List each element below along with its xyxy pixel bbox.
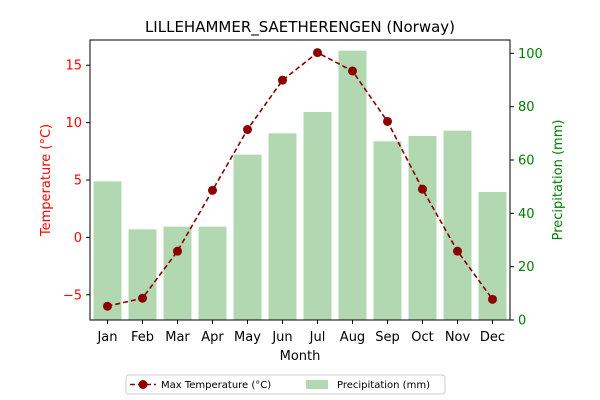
temperature-point-dec xyxy=(488,294,497,304)
x-tick-label: Apr xyxy=(201,330,224,345)
x-tick-label: Jun xyxy=(271,330,292,345)
x-tick-label: Oct xyxy=(411,330,433,345)
temperature-line xyxy=(107,51,494,307)
right-axis-label: Precipitation (mm) xyxy=(551,120,566,241)
precipitation-bar-apr xyxy=(198,226,227,320)
precipitation-bar-may xyxy=(233,154,262,320)
x-tick-label: Feb xyxy=(131,330,154,345)
precipitation-bar-jan xyxy=(93,181,122,320)
legend-label-precipitation: Precipitation (mm) xyxy=(337,380,430,391)
right-axis-ticks: 0 20 40 60 80 100 xyxy=(510,47,543,329)
precipitation-bar-jun xyxy=(268,133,297,320)
temperature-point-may xyxy=(243,125,252,135)
right-tick-label: 80 xyxy=(518,100,535,115)
right-tick-label: 60 xyxy=(518,154,535,169)
precipitation-bar-nov xyxy=(443,130,472,320)
temperature-point-aug xyxy=(348,66,357,76)
right-tick-label: 0 xyxy=(518,314,526,329)
right-tick-label: 40 xyxy=(518,207,535,222)
temperature-point-mar xyxy=(173,246,182,256)
legend: Max Temperature (°C) Precipitation (mm) xyxy=(125,374,446,395)
x-tick-label: May xyxy=(234,330,261,345)
left-axis-label: Temperature (°C) xyxy=(39,124,54,237)
legend-line-marker xyxy=(138,380,148,389)
left-axis-ticks: −5 0 5 10 15 xyxy=(63,59,90,303)
x-tick-label: Jan xyxy=(96,330,117,345)
precipitation-bar-jul xyxy=(303,112,332,320)
legend-frame xyxy=(125,374,446,395)
temperature-line-layer xyxy=(103,48,497,311)
temperature-point-jun xyxy=(278,75,287,85)
left-tick-label: 5 xyxy=(74,174,82,189)
left-tick-label: 15 xyxy=(65,59,82,74)
x-tick-label: Mar xyxy=(165,330,190,345)
precipitation-bar-mar xyxy=(163,226,192,320)
left-tick-label: 10 xyxy=(65,116,82,131)
x-axis-label: Month xyxy=(280,349,321,364)
left-tick-label: −5 xyxy=(63,288,82,303)
precipitation-bar-sep xyxy=(373,141,402,320)
chart-title: LILLEHAMMER_SAETHERENGEN (Norway) xyxy=(145,18,455,37)
right-tick-label: 100 xyxy=(518,47,543,62)
legend-label-temperature: Max Temperature (°C) xyxy=(161,380,271,391)
x-axis-ticks: Jan Feb Mar Apr May Jun Jul Aug Sep Oct Nov Dec xyxy=(96,320,505,345)
precipitation-bars xyxy=(93,50,507,321)
right-tick-label: 20 xyxy=(518,260,535,275)
temperature-point-feb xyxy=(138,293,147,303)
precipitation-bar-feb xyxy=(128,229,157,320)
left-tick-label: 0 xyxy=(74,231,82,246)
x-tick-label: Sep xyxy=(375,330,400,345)
legend-bar-swatch xyxy=(306,380,328,389)
precipitation-bar-aug xyxy=(338,50,367,321)
temperature-point-oct xyxy=(418,184,427,194)
temperature-point-jan xyxy=(103,301,112,311)
temperature-point-nov xyxy=(453,246,462,256)
x-tick-label: Dec xyxy=(480,330,505,345)
x-tick-label: Aug xyxy=(340,330,365,345)
x-tick-label: Nov xyxy=(445,330,471,345)
precipitation-bar-oct xyxy=(408,136,437,320)
temperature-point-jul xyxy=(313,48,322,58)
x-tick-label: Jul xyxy=(309,330,326,345)
temperature-point-apr xyxy=(208,185,217,195)
temperature-point-sep xyxy=(383,116,392,126)
